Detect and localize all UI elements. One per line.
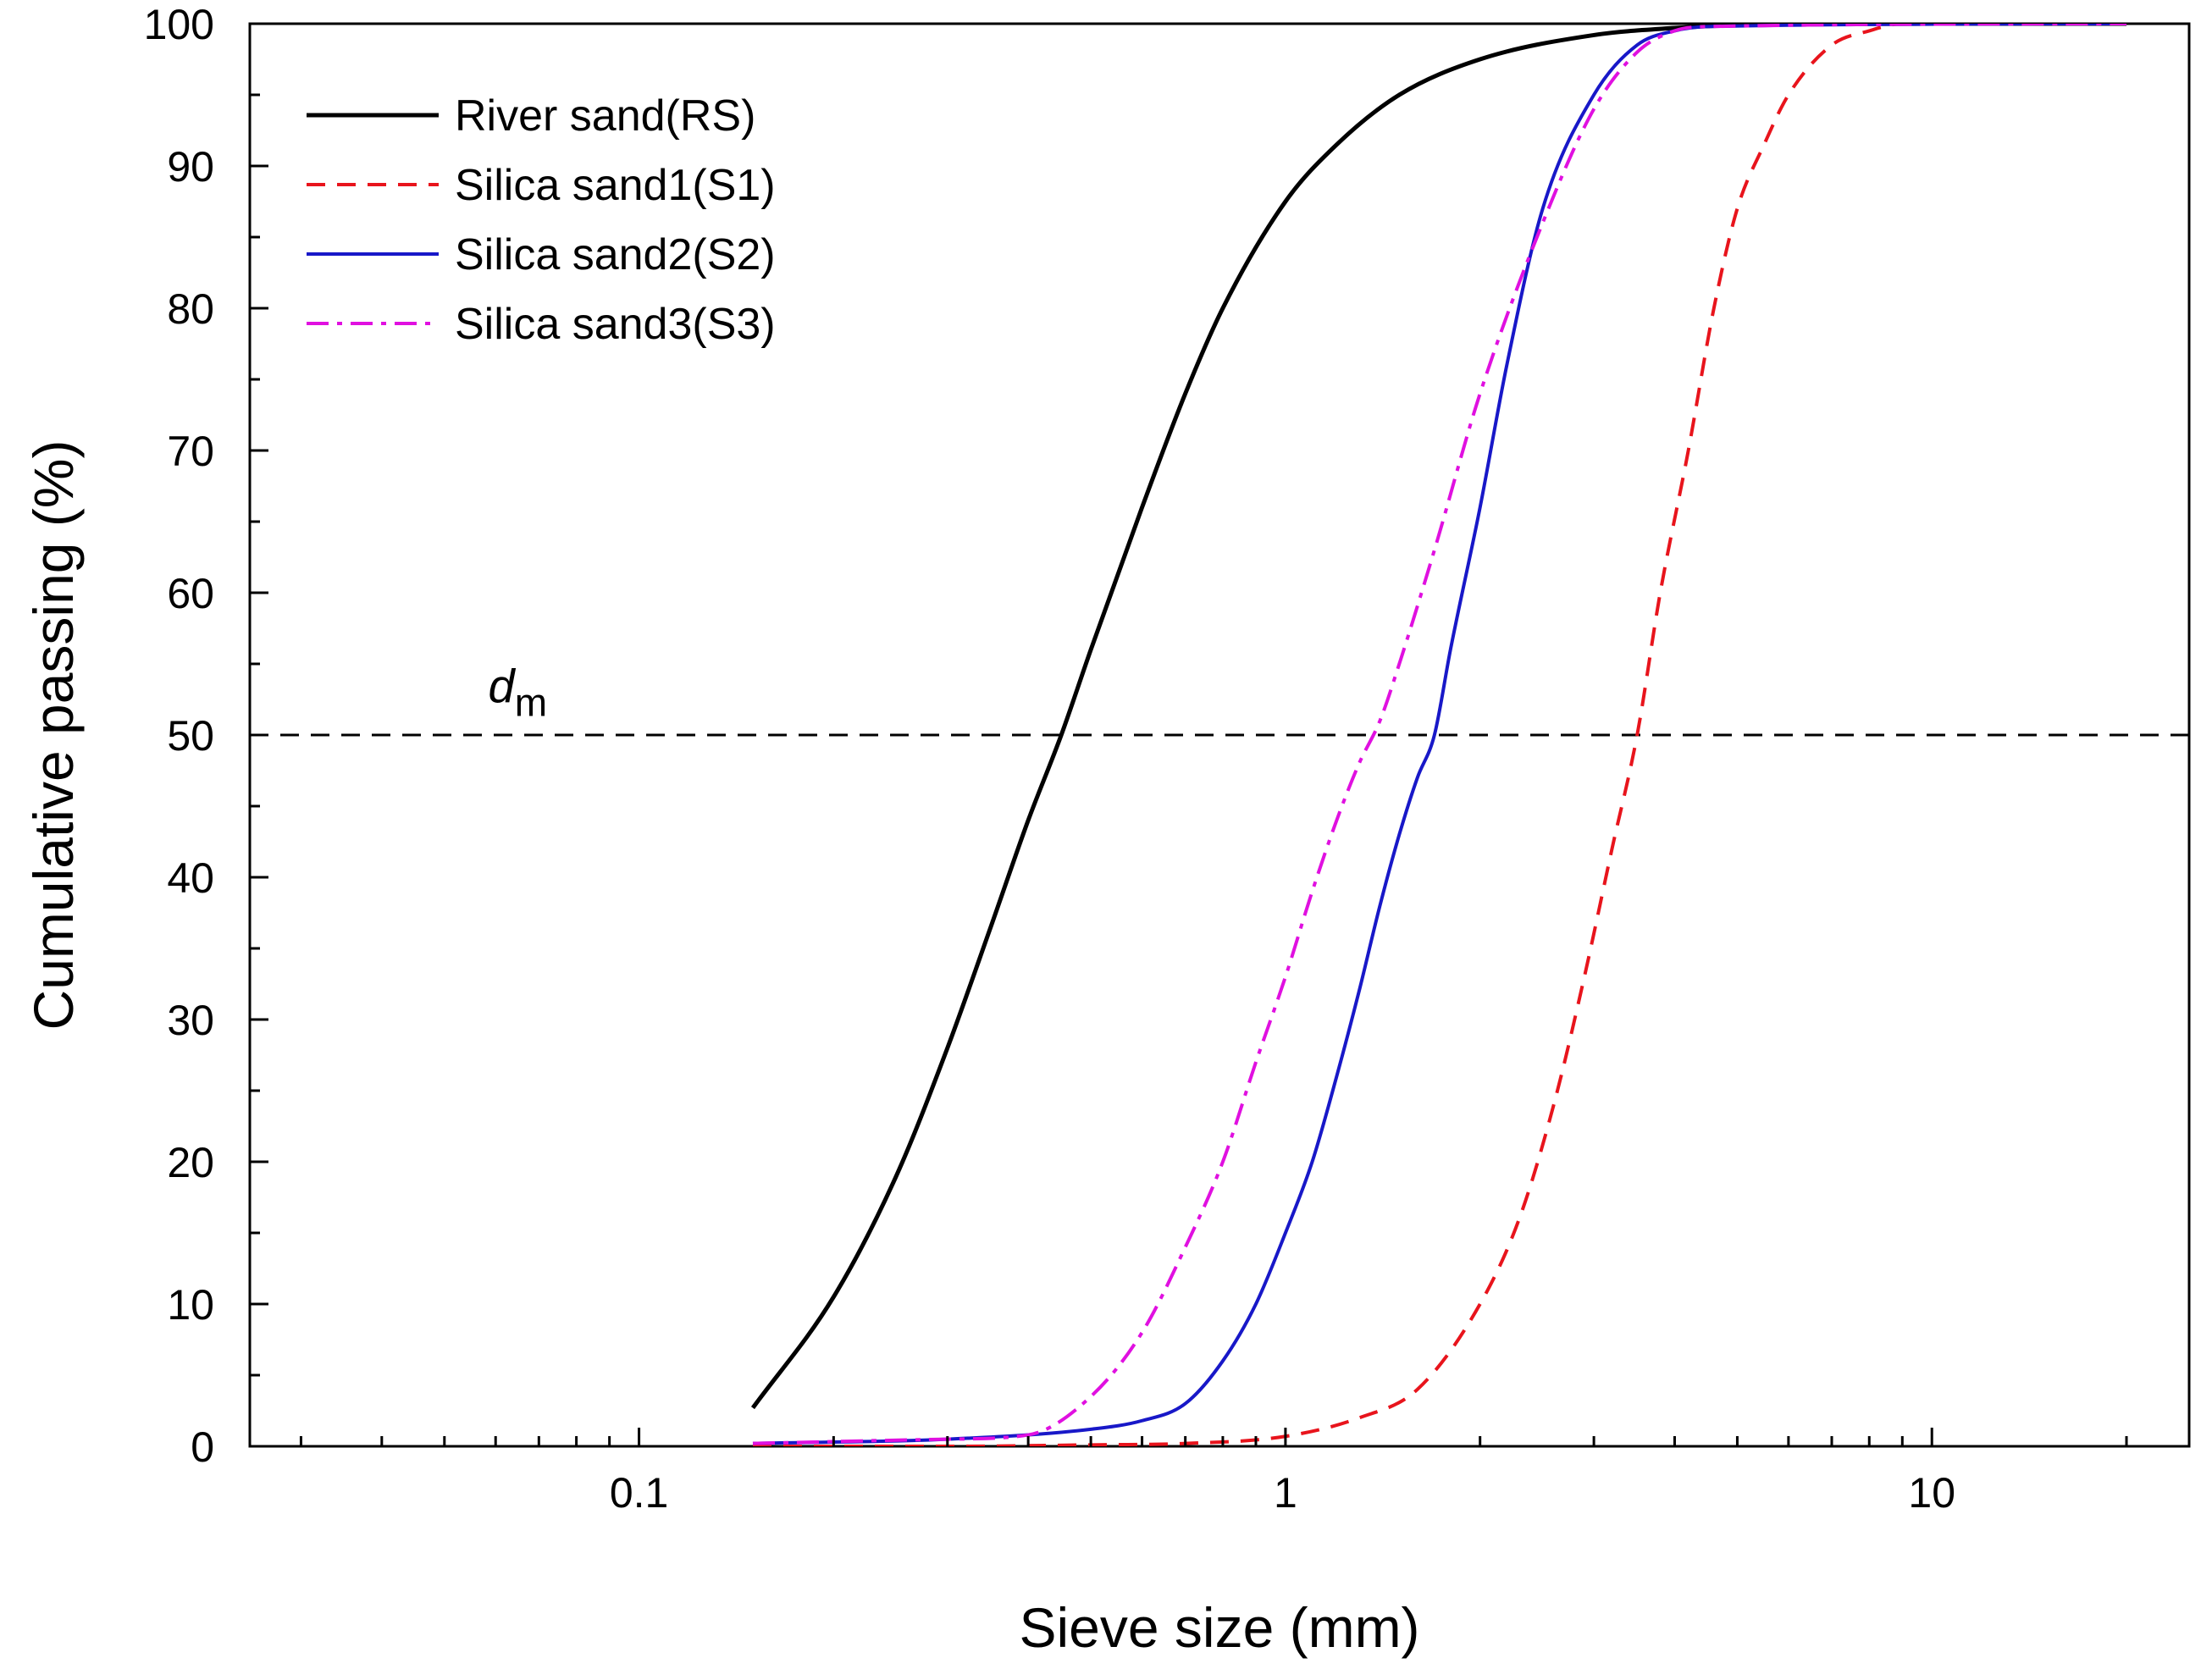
legend-label-2: Silica sand2(S2) [455, 230, 776, 279]
annotation-main: d [489, 660, 517, 713]
y-tick-label-90: 90 [167, 143, 214, 191]
y-tick-label-70: 70 [167, 428, 214, 475]
series-line-silica-sand1-s1 [752, 24, 2127, 1446]
x-axis-title: Sieve size (mm) [1019, 1596, 1419, 1659]
legend-label-0: River sand(RS) [455, 91, 755, 141]
y-tick-label-20: 20 [167, 1139, 214, 1186]
y-axis: 0 10 20 30 40 50 60 70 80 90 100 [144, 1, 268, 1471]
annotation-dm: dm [489, 660, 547, 725]
y-axis-title: Cumulative passing (%) [22, 440, 85, 1031]
y-tick-label-100: 100 [144, 1, 214, 48]
y-tick-label-10: 10 [167, 1281, 214, 1329]
series-line-silica-sand2-s2 [752, 24, 2127, 1445]
x-tick-label-10: 10 [1908, 1469, 1955, 1517]
annotation-subscript: m [515, 681, 547, 725]
x-tick-label-0.1: 0.1 [610, 1469, 669, 1517]
legend: River sand(RS) Silica sand1(S1) Silica san… [307, 91, 776, 349]
y-tick-label-40: 40 [167, 854, 214, 902]
y-tick-label-30: 30 [167, 997, 214, 1044]
x-axis: 0.1 1 10 [299, 1428, 2128, 1517]
legend-label-1: Silica sand1(S1) [455, 161, 776, 210]
legend-label-3: Silica sand3(S3) [455, 300, 776, 349]
annotations: dm [489, 660, 547, 725]
y-tick-label-80: 80 [167, 285, 214, 333]
x-tick-label-1: 1 [1274, 1469, 1297, 1517]
y-tick-label-60: 60 [167, 570, 214, 617]
y-tick-label-0: 0 [191, 1423, 214, 1471]
series-lines [750, 24, 2127, 1446]
y-tick-label-50: 50 [167, 712, 214, 760]
